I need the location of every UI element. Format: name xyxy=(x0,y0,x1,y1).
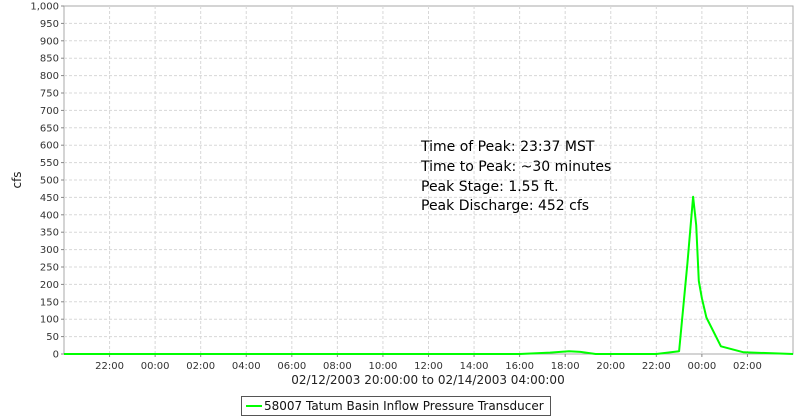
y-tick-label: 500 xyxy=(40,176,59,187)
y-tick-label: 400 xyxy=(40,210,59,221)
y-axis-label: cfs xyxy=(10,171,24,188)
grid xyxy=(64,6,793,354)
x-tick-label: 22:00 xyxy=(642,361,671,372)
x-tick-label: 02:00 xyxy=(186,361,215,372)
x-tick-label: 16:00 xyxy=(505,361,534,372)
y-tick-label: 850 xyxy=(40,54,59,65)
annotation-peak-stage: Peak Stage: 1.55 ft. xyxy=(421,179,559,195)
x-tick-label: 06:00 xyxy=(277,361,306,372)
legend-entry-label: 58007 Tatum Basin Inflow Pressure Transd… xyxy=(264,399,544,413)
series-layer xyxy=(64,195,794,355)
x-tick-label: 00:00 xyxy=(687,361,716,372)
annotation-time-to-peak: Time to Peak: ~30 minutes xyxy=(420,159,611,175)
x-axis-ticks: 22:00 00:00 02:00 04:00 06:00 08:00 10:00 12:00… xyxy=(95,354,762,372)
x-tick-label: 20:00 xyxy=(596,361,625,372)
y-tick-label: 250 xyxy=(40,263,59,274)
y-tick-label: 300 xyxy=(40,245,59,256)
annotation-time-of-peak: Time of Peak: 23:37 MST xyxy=(420,139,595,155)
y-tick-label: 0 xyxy=(53,350,59,361)
y-tick-label: 750 xyxy=(40,89,59,100)
legend: 58007 Tatum Basin Inflow Pressure Transd… xyxy=(241,396,551,416)
x-tick-label: 22:00 xyxy=(95,361,124,372)
y-tick-label: 650 xyxy=(40,123,59,134)
legend-swatch xyxy=(246,405,262,407)
y-tick-label: 550 xyxy=(40,158,59,169)
series-line xyxy=(64,195,794,355)
y-tick-label: 700 xyxy=(40,106,59,117)
y-tick-label: 1,000 xyxy=(30,2,59,13)
annotation-peak-discharge: Peak Discharge: 452 cfs xyxy=(421,198,589,214)
y-tick-label: 900 xyxy=(40,36,59,47)
y-tick-label: 150 xyxy=(40,297,59,308)
y-tick-label: 50 xyxy=(46,332,59,343)
x-tick-label: 04:00 xyxy=(232,361,261,372)
y-tick-label: 800 xyxy=(40,71,59,82)
y-tick-label: 200 xyxy=(40,280,59,291)
y-tick-label: 100 xyxy=(40,315,59,326)
annotation-block: Time of Peak: 23:37 MST Time to Peak: ~3… xyxy=(420,139,611,214)
y-tick-label: 350 xyxy=(40,228,59,239)
x-tick-label: 18:00 xyxy=(551,361,580,372)
x-tick-label: 10:00 xyxy=(369,361,398,372)
x-tick-label: 00:00 xyxy=(141,361,170,372)
y-tick-label: 600 xyxy=(40,141,59,152)
y-tick-label: 450 xyxy=(40,193,59,204)
x-axis-label: 02/12/2003 20:00:00 to 02/14/2003 04:00:… xyxy=(291,373,564,387)
y-axis-ticks: 0 50 100 150 200 250 300 350 400 450 500 550 600 650 7… xyxy=(30,2,64,361)
y-tick-label: 950 xyxy=(40,19,59,30)
x-tick-label: 02:00 xyxy=(733,361,762,372)
x-tick-label: 14:00 xyxy=(460,361,489,372)
x-tick-label: 12:00 xyxy=(414,361,443,372)
x-tick-label: 08:00 xyxy=(323,361,352,372)
